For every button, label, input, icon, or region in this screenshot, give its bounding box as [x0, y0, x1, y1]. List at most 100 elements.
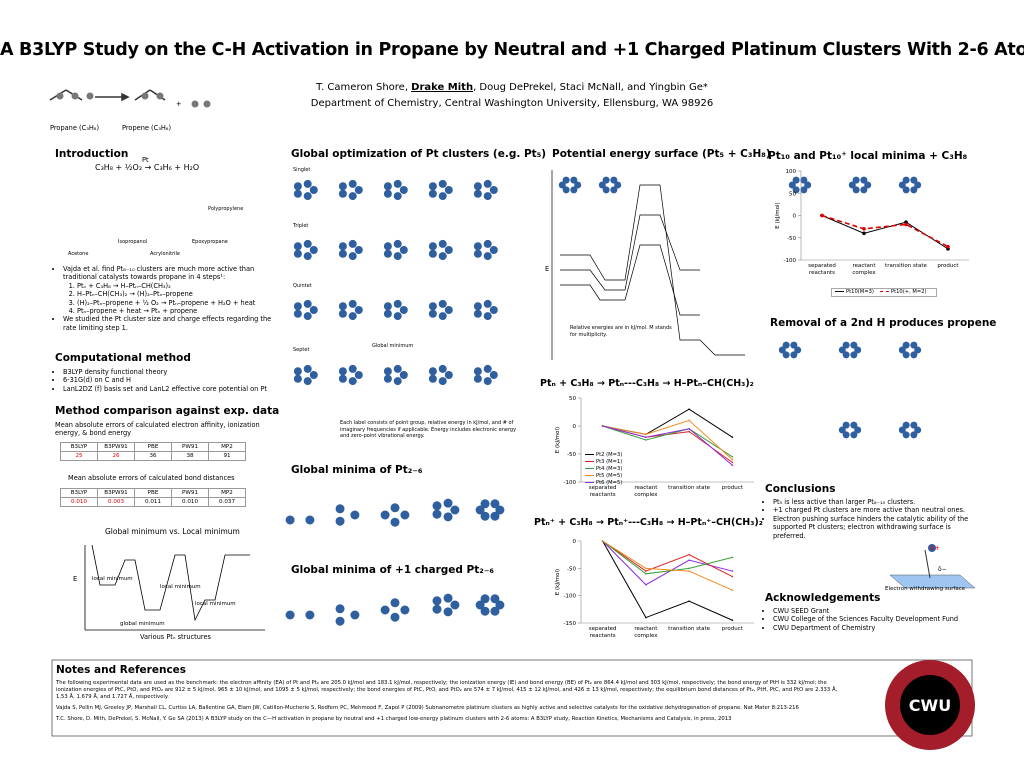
atom — [335, 516, 345, 526]
table-cell: B3PW91 — [97, 442, 135, 452]
legend-swatch — [879, 291, 889, 292]
atom — [293, 374, 302, 383]
atom — [383, 249, 392, 258]
acknowledgement-list: CWU SEED Grant CWU College of the Scienc… — [765, 607, 975, 632]
atom — [782, 341, 790, 349]
atom — [293, 182, 302, 191]
atom — [380, 605, 390, 615]
x-tick-label: reactant complex — [634, 485, 658, 498]
atom — [842, 431, 850, 439]
atom — [450, 505, 460, 515]
bullet: Vajda et al. find Pt₈₋₁₀ clusters are mu… — [63, 265, 285, 315]
y-tick-label: -50 — [567, 452, 576, 458]
atom — [489, 306, 498, 314]
section-heading: Method comparison against exp. data — [55, 405, 280, 417]
x-tick-label: product — [937, 263, 959, 269]
atom — [910, 351, 918, 359]
atom — [383, 182, 392, 191]
table-cell: 38 — [171, 451, 209, 461]
atom — [303, 377, 312, 386]
atom — [432, 501, 442, 511]
atom — [390, 598, 400, 608]
data-point — [862, 231, 866, 236]
state-label: Septet — [293, 347, 310, 353]
data-point — [820, 213, 824, 218]
section-heading: Notes and References — [56, 664, 187, 676]
atom — [614, 181, 622, 189]
atom — [443, 512, 453, 522]
y-tick-label: -50 — [787, 236, 796, 242]
atom — [473, 302, 482, 311]
series-line — [602, 540, 733, 621]
atom — [848, 181, 856, 189]
atom — [348, 377, 357, 386]
atom — [782, 351, 790, 359]
atom — [483, 312, 492, 321]
pes-note: Relative energies are in kJ/mol. M stand… — [570, 325, 672, 338]
data-point — [731, 464, 734, 466]
global-minimum-label: Global minimum — [372, 343, 414, 349]
atom — [393, 239, 402, 248]
atom — [483, 192, 492, 201]
data-point — [688, 428, 690, 430]
atom — [399, 371, 408, 379]
atom — [428, 189, 437, 198]
atom — [432, 604, 442, 614]
atom — [338, 367, 347, 376]
legend-label: Pt10(M=3) — [846, 289, 874, 295]
data-point — [645, 439, 647, 441]
table-cell: B3LYP — [60, 442, 98, 452]
atom — [348, 299, 357, 308]
atom — [303, 192, 312, 201]
atom — [495, 505, 505, 515]
x-tick-label: separated reactants — [808, 263, 836, 276]
propene-label: Propene (C₃H₆) — [122, 124, 172, 132]
atom — [444, 371, 453, 379]
data-point — [601, 425, 604, 427]
legend-swatch — [835, 291, 844, 292]
atom — [348, 252, 357, 261]
plus: + — [176, 100, 182, 108]
atom — [438, 377, 447, 386]
atom — [383, 309, 392, 318]
atom — [390, 612, 400, 622]
error-table: B3LYP B3PW91 PBE PW91 MP2 0.010 0.003 0.011 0.0… — [60, 488, 246, 507]
atom — [354, 246, 363, 254]
atom — [473, 367, 482, 376]
step: Ptₙ + C₃H₈ → H–Ptₙ–CH(CH₃)₂ — [77, 282, 285, 290]
atom — [348, 179, 357, 188]
atom — [495, 600, 505, 610]
atom — [305, 515, 315, 525]
y-tick-label: 0 — [793, 214, 797, 220]
data-point — [688, 570, 690, 572]
atom — [914, 426, 922, 434]
atom — [399, 246, 408, 254]
atom — [303, 364, 312, 373]
axis-label: Various Ptₙ structures — [140, 633, 211, 641]
product-label: Polypropylene — [208, 206, 244, 212]
data-point — [645, 433, 647, 436]
chart-title: Ptₙ⁺ + C₃H₈ → Ptₙ⁺---C₃H₈ → H–Ptₙ⁺–CH(CH… — [534, 517, 763, 528]
atom — [902, 351, 910, 359]
atom — [348, 312, 357, 321]
atom — [473, 309, 482, 318]
atom — [293, 367, 302, 376]
data-point — [645, 616, 647, 619]
atom — [338, 374, 347, 383]
product-label: Epoxypropane — [192, 239, 228, 245]
section-heading: Introduction — [55, 148, 129, 160]
product-label: Isopropanol — [118, 239, 148, 245]
atom — [303, 312, 312, 321]
atom — [432, 596, 442, 606]
atom — [898, 181, 906, 189]
atom — [473, 374, 482, 383]
table-cell: 0.003 — [97, 497, 135, 507]
atom — [852, 186, 860, 194]
data-point — [731, 436, 734, 438]
atom — [475, 505, 485, 515]
bullet: CWU College of the Sciences Faculty Deve… — [773, 615, 975, 623]
legend-item: Pt10(M=3) — [835, 289, 874, 296]
series-line — [602, 540, 733, 577]
equation: C₃H₈ + ½O₂ → C₃H₆ + H₂O — [95, 163, 200, 172]
table-cell: 0.011 — [134, 497, 172, 507]
